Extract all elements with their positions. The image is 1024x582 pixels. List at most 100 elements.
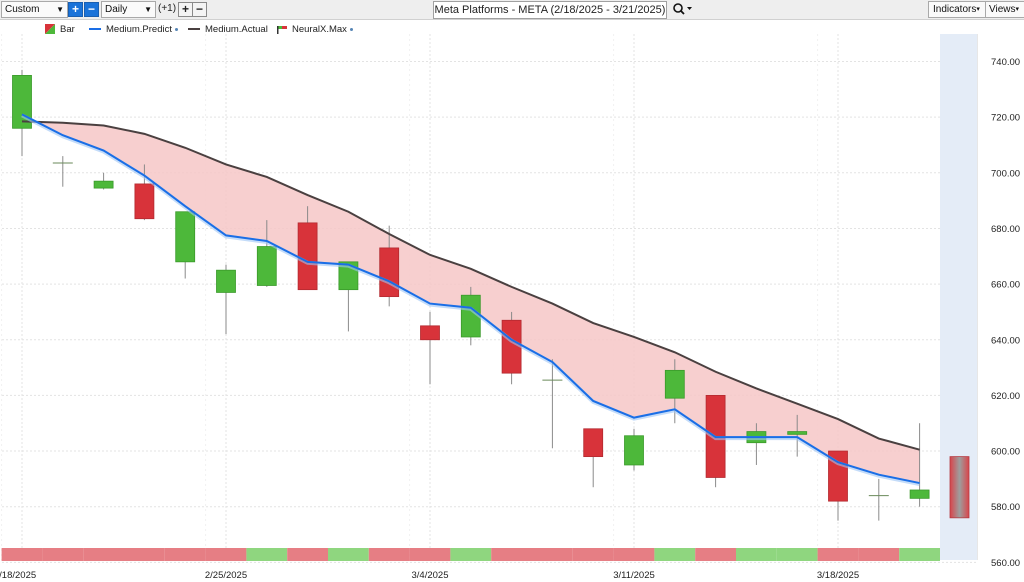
y-tick-label: 640.00 — [991, 335, 1020, 346]
candle — [12, 69, 32, 157]
candle-body — [216, 269, 236, 293]
zoom-out-button[interactable]: − — [84, 2, 99, 17]
candle — [175, 211, 196, 279]
direction-cell — [1, 548, 43, 561]
chevron-down-icon: ▼ — [56, 5, 64, 14]
indicator-lines — [21, 113, 921, 487]
y-tick-label: 720.00 — [991, 113, 1020, 124]
candle-body — [624, 435, 644, 466]
candle — [868, 478, 889, 521]
direction-cell — [368, 548, 410, 561]
medium-predict-line — [21, 113, 920, 485]
direction-cell — [205, 548, 247, 561]
direction-cell — [532, 548, 573, 561]
neuralx-max-box — [949, 456, 970, 519]
zoom-out-icon: − — [87, 2, 95, 16]
period-select-value: Custom — [5, 4, 40, 15]
minus-icon: − — [195, 2, 203, 16]
candle-body — [664, 369, 685, 399]
y-tick-label: 680.00 — [991, 224, 1020, 235]
direction-cell — [736, 548, 777, 561]
candle-body — [379, 247, 400, 298]
legend-item-medium-predict[interactable]: Medium.Predict — [89, 24, 178, 35]
bar-swatch-icon — [45, 24, 55, 35]
candle — [542, 359, 563, 449]
candle — [52, 156, 73, 187]
indicators-label: Indicators — [933, 4, 977, 15]
legend-label: NeuralX.Max — [292, 24, 347, 35]
offset-plus-button[interactable]: + — [178, 2, 193, 17]
direction-cell — [124, 548, 165, 561]
candle — [420, 311, 440, 385]
candle-body — [175, 211, 196, 263]
caret-icon: ▾ — [1015, 6, 1020, 13]
y-tick-label: 660.00 — [991, 280, 1020, 291]
caret-icon: ▾ — [976, 6, 980, 13]
y-tick-label: 700.00 — [991, 168, 1020, 179]
y-tick-label: 600.00 — [991, 447, 1020, 458]
legend-item-medium-actual[interactable]: Medium.Actual — [188, 24, 268, 35]
candle — [909, 423, 930, 507]
views-button[interactable]: Views▾ — [985, 1, 1024, 18]
offset-minus-button[interactable]: − — [192, 2, 207, 17]
candle-body — [256, 246, 277, 286]
period-select[interactable]: Custom ▼ — [1, 1, 68, 18]
direction-cell — [450, 548, 492, 561]
price-chart[interactable]: 740.00 720.00 700.00 680.00 660.00 640.00 620.… — [0, 20, 1024, 582]
dot-icon — [349, 27, 353, 31]
indicators-button[interactable]: Indicators▾ — [928, 1, 987, 18]
candle-body — [12, 75, 32, 129]
plus-icon: + — [181, 2, 189, 16]
direction-cell — [83, 548, 124, 561]
x-axis: 2/18/2025 2/25/2025 3/4/2025 3/11/2025 3/18/… — [0, 570, 859, 581]
legend-item-neuralx-max[interactable]: NeuralX.Max — [277, 24, 353, 35]
direction-cell — [776, 548, 818, 561]
chevron-down-icon: ▼ — [144, 5, 152, 14]
direction-cell — [695, 548, 736, 561]
direction-cell — [409, 548, 451, 561]
chart-title[interactable]: Meta Platforms - META (2/18/2025 - 3/21/… — [433, 1, 667, 19]
direction-cell — [246, 548, 288, 561]
direction-cell — [572, 548, 614, 561]
offset-label: (+1) — [158, 3, 177, 14]
candle-body — [297, 222, 318, 291]
candle — [501, 311, 522, 385]
candle — [338, 261, 359, 332]
candle — [583, 428, 604, 488]
y-tick-label: 580.00 — [991, 502, 1020, 513]
x-tick-label: 3/4/2025 — [412, 570, 449, 581]
direction-cell — [42, 548, 84, 561]
direction-cell — [817, 548, 859, 561]
toolbar: Custom ▼ + − Daily ▼ (+1) + − Meta Platf… — [0, 0, 1024, 20]
candle-body — [420, 325, 440, 341]
direction-cell — [654, 548, 696, 561]
candle-body — [93, 180, 114, 189]
direction-cell — [613, 548, 655, 561]
direction-cell — [491, 548, 532, 561]
direction-cell — [287, 548, 328, 561]
candle — [624, 428, 644, 471]
legend-label: Medium.Predict — [106, 24, 172, 35]
legend-label: Bar — [60, 24, 75, 35]
candle — [664, 359, 685, 424]
candle — [705, 394, 726, 488]
legend-item-bar[interactable]: Bar — [45, 24, 75, 35]
direction-cell — [164, 548, 206, 561]
interval-select[interactable]: Daily ▼ — [101, 1, 156, 18]
direction-strip — [1, 548, 940, 561]
zoom-in-button[interactable]: + — [68, 2, 83, 17]
y-tick-label: 560.00 — [991, 558, 1020, 569]
candle — [93, 172, 114, 190]
direction-cell — [899, 548, 940, 561]
candle-body — [134, 183, 155, 220]
candle-body — [909, 489, 930, 499]
candle-body — [787, 431, 808, 435]
search-button[interactable] — [671, 1, 693, 17]
direction-cell — [328, 548, 369, 561]
forecast-box — [949, 456, 970, 519]
search-icon — [673, 3, 692, 15]
y-axis: 740.00 720.00 700.00 680.00 660.00 640.00 620.… — [991, 57, 1020, 569]
candle-body — [501, 319, 522, 374]
direction-cell — [858, 548, 900, 561]
candle-body — [583, 428, 604, 458]
